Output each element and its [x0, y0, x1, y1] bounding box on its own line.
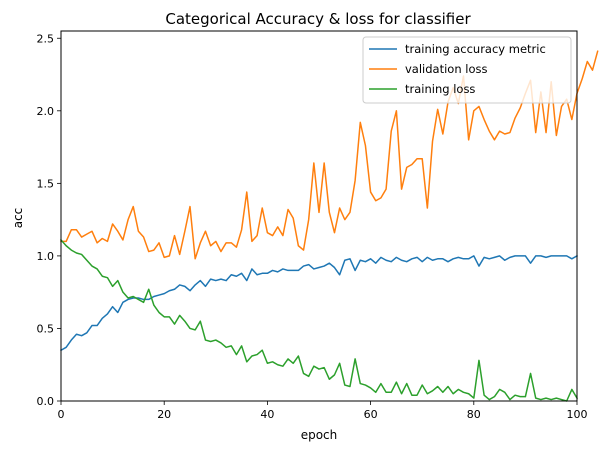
y-tick-label: 0.5: [37, 322, 55, 335]
legend-label-1: validation loss: [405, 62, 488, 76]
x-tick-label: 100: [567, 408, 588, 421]
axes-layer: 0 20 40 60 80 100 0.0 0.5 1.0 1.5 2.0 2.5: [37, 32, 588, 421]
series-line-1: [60, 50, 599, 260]
x-tick-label: 20: [157, 408, 171, 421]
series-line-0: [59, 254, 579, 352]
y-tick-label: 2.0: [37, 105, 55, 118]
x-axis-label: epoch: [301, 428, 338, 442]
legend-label-0: training accuracy metric: [405, 42, 546, 56]
legend-box: [362, 36, 572, 104]
x-tick-label: 60: [364, 408, 378, 421]
y-tick-label: 1.0: [37, 250, 55, 263]
series-layer: [59, 50, 599, 402]
y-tick-label: 1.5: [37, 177, 55, 190]
y-axis-label: acc: [11, 208, 25, 229]
legend: training accuracy metric validation loss t…: [362, 36, 572, 104]
y-tick-label: 0.0: [37, 395, 55, 408]
plot-area-frame: [60, 30, 578, 402]
series-line-2: [59, 238, 579, 402]
y-tick-label: 2.5: [37, 32, 55, 45]
chart-title: Categorical Accuracy & loss for classifi…: [165, 10, 471, 28]
x-tick-label: 40: [260, 408, 274, 421]
x-tick-label: 80: [467, 408, 481, 421]
x-tick-label: 0: [58, 408, 65, 421]
legend-label-2: training loss: [405, 82, 475, 96]
